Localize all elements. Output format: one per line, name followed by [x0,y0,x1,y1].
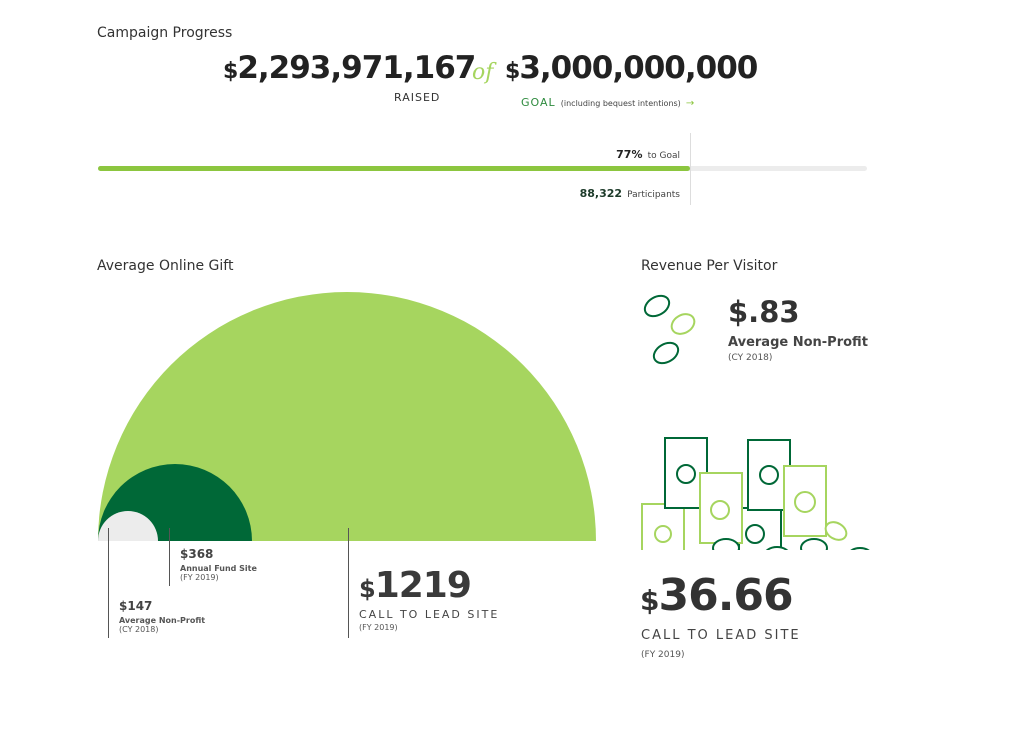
goal-note: (including bequest intentions) [560,99,681,108]
gift-number: 1219 [374,565,472,606]
gift-call-to-lead: $1219 CALL TO LEAD SITE (FY 2019) [359,565,499,632]
percent-label: to Goal [647,151,680,161]
participants-label: Participants [627,190,680,200]
rpv-call-to-lead-period: (FY 2019) [641,650,685,660]
gift-value: $1219 [359,565,499,606]
leader-line-1219 [348,528,349,638]
arrow-right-icon: → [685,98,695,109]
gift-period: (CY 2018) [119,625,159,634]
gift-value: $147 [119,599,153,613]
semicircle-average-nonprofit [98,511,158,541]
leader-line-147 [108,528,109,638]
goal-link[interactable]: GOAL (including bequest intentions) → [521,91,694,110]
currency: $ [223,59,238,84]
rpv-call-to-lead-label: CALL TO LEAD SITE [641,628,801,643]
gift-label: CALL TO LEAD SITE [359,608,500,621]
progress-fill [98,166,691,171]
currency: $ [640,584,660,617]
rpv-average-value: $.83 [728,295,800,329]
rpv-average-label: Average Non-Profit [728,335,868,350]
raised-amount: $2,293,971,167 [223,50,476,86]
goal-value: 3,000,000,000 [519,50,758,86]
gift-label: Average Non-Profit [119,616,206,625]
rpv-title: Revenue Per Visitor [641,258,778,274]
gift-title: Average Online Gift [97,258,234,274]
goal-label: GOAL [521,96,556,109]
gift-value: $368 [180,547,214,561]
raised-label: RAISED [394,91,441,104]
rpv-average-period: (CY 2018) [728,353,773,363]
rpv-number: 36.66 [658,570,793,621]
gift-label: Annual Fund Site [180,564,257,573]
raised-value: 2,293,971,167 [237,50,476,86]
leader-line-368 [169,528,170,586]
campaign-title: Campaign Progress [97,25,233,41]
gift-average-nonprofit: $147 Average Non-Profit (CY 2018) [119,599,205,634]
currency: $ [359,575,376,603]
gift-period: (FY 2019) [180,573,219,582]
gift-annual-fund: $368 Annual Fund Site (FY 2019) [180,547,257,582]
coins-icon [643,294,696,365]
percent-value: 77% [616,148,643,161]
of-text: of [472,60,494,85]
money-bills-icon [641,437,870,550]
progress-bar [98,166,867,171]
currency: $ [505,59,520,84]
participants-value: 88,322 [579,187,623,200]
semicircle-call-to-lead [98,292,596,541]
goal-amount: $3,000,000,000 [505,50,758,86]
gift-period: (FY 2019) [359,623,398,632]
progress-marker [690,133,691,205]
rpv-call-to-lead-value: $36.66 [640,570,794,621]
percent-to-goal: 77% to Goal [616,143,680,162]
participants: 88,322 Participants [580,182,680,201]
